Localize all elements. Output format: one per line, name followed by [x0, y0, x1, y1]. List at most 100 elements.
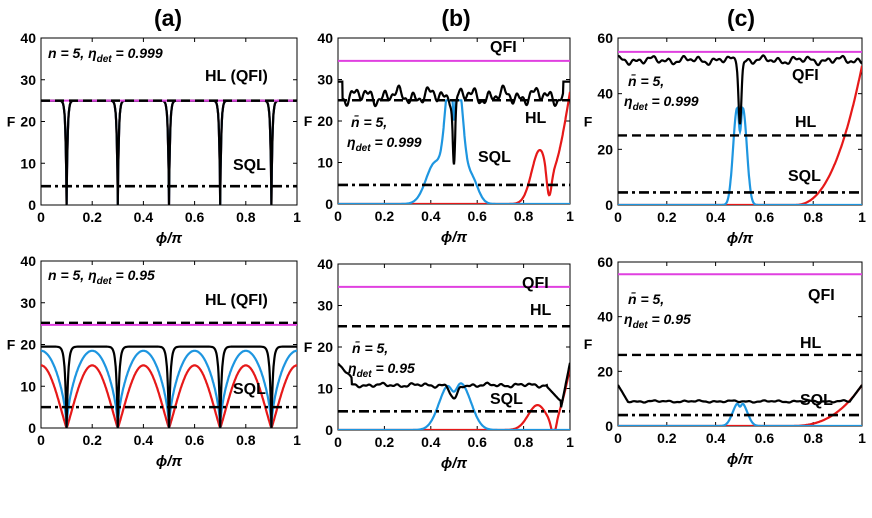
x-tick-label: 0.2: [657, 209, 677, 225]
x-tick-label: 0.2: [82, 432, 102, 448]
x-tick-label: 0.8: [803, 209, 823, 225]
x-tick-label: 1: [566, 208, 574, 224]
y-tick-label: 0: [605, 197, 613, 213]
panel-c2: 0 0.2 0.4 0.6 0.8 1 0 20 40 60 Fϕ/π QFI HL SQL n̄ = 5,…: [584, 254, 866, 468]
qfi-label: QFI: [522, 275, 549, 292]
plot-area: [618, 273, 862, 426]
x-axis-label: ϕ/π: [156, 230, 183, 247]
x-tick-label: 1: [858, 430, 866, 446]
sql-label: SQL: [478, 149, 511, 166]
parameter-label: n = 5, ηdet = 0.95: [48, 267, 155, 287]
series-total-line: [41, 99, 297, 205]
x-axis-label: ϕ/π: [727, 451, 754, 468]
parameter-label: n̄ = 5, ηdet = 0.95: [348, 339, 415, 380]
y-tick-label: 40: [20, 30, 36, 46]
series-blue-line: [618, 402, 862, 426]
x-tick-label: 0.6: [755, 209, 775, 225]
y-tick-label: 10: [20, 155, 36, 171]
y-tick-label: 30: [20, 72, 36, 88]
x-tick-label: 0.6: [467, 434, 487, 450]
x-axis-label: ϕ/π: [156, 453, 183, 470]
y-tick-label: 40: [317, 256, 333, 272]
x-tick-label: 0.4: [134, 432, 154, 448]
plot-area: [41, 99, 297, 205]
hl-label: HL: [800, 335, 822, 352]
parameter-label: n̄ = 5, ηdet = 0.999: [347, 113, 422, 154]
series-blue-line: [338, 382, 570, 430]
series-blue-line: [338, 99, 570, 204]
x-tick-label: 0: [37, 209, 45, 225]
series-blue-line: [618, 106, 862, 205]
x-axis-label: ϕ/π: [441, 229, 468, 246]
hl-label: HL: [530, 302, 552, 319]
column-label-a: (a): [154, 5, 182, 31]
x-tick-label: 0.6: [185, 209, 205, 225]
y-tick-label: 40: [317, 30, 333, 46]
x-tick-label: 0: [334, 208, 342, 224]
plot-area: [41, 321, 297, 428]
x-tick-label: 0.4: [421, 434, 441, 450]
y-tick-label: 30: [317, 72, 333, 88]
x-axis-label: ϕ/π: [441, 455, 468, 472]
qfi-label: QFI: [808, 287, 835, 304]
series-total-line: [618, 384, 862, 404]
x-tick-label: 0.4: [134, 209, 154, 225]
x-tick-label: 0.2: [375, 434, 395, 450]
series-red-line: [618, 65, 862, 205]
y-axis-label: F: [584, 336, 593, 352]
x-tick-label: 0.8: [514, 208, 534, 224]
hl-label: HL: [795, 114, 817, 131]
hl-label: HL: [525, 110, 547, 127]
qfi-label: QFI: [490, 39, 517, 56]
y-tick-label: 20: [20, 114, 36, 130]
y-tick-label: 10: [20, 378, 36, 394]
y-axis-label: F: [304, 113, 313, 129]
y-tick-label: 40: [20, 253, 36, 269]
sql-label: SQL: [490, 391, 523, 408]
column-label-b: (b): [441, 5, 470, 31]
y-tick-label: 20: [20, 337, 36, 353]
x-tick-label: 0.6: [185, 432, 205, 448]
x-tick-label: 0.6: [467, 208, 487, 224]
hl-label: HL (QFI): [205, 68, 268, 85]
y-tick-label: 20: [597, 141, 613, 157]
hl-label: HL (QFI): [205, 292, 268, 309]
y-axis-label: F: [7, 114, 16, 130]
x-tick-label: 0.2: [82, 209, 102, 225]
y-tick-label: 0: [605, 418, 613, 434]
y-tick-label: 10: [317, 155, 333, 171]
x-tick-label: 0: [614, 209, 622, 225]
x-tick-label: 0.8: [236, 432, 256, 448]
y-tick-label: 0: [28, 197, 36, 213]
y-tick-label: 60: [597, 30, 613, 46]
y-tick-label: 0: [325, 196, 333, 212]
x-tick-label: 1: [566, 434, 574, 450]
plot-area: [338, 59, 570, 204]
y-axis-label: F: [7, 337, 16, 353]
column-label-c: (c): [727, 5, 755, 31]
parameter-label: n̄ = 5, ηdet = 0.999: [624, 72, 699, 113]
series-total-line: [338, 80, 570, 165]
x-tick-label: 0: [37, 432, 45, 448]
y-tick-label: 0: [28, 420, 36, 436]
x-tick-label: 0.4: [706, 209, 726, 225]
y-tick-label: 10: [317, 381, 333, 397]
x-tick-label: 0.8: [803, 430, 823, 446]
y-tick-label: 40: [597, 309, 613, 325]
y-tick-label: 20: [317, 113, 333, 129]
y-tick-label: 20: [597, 363, 613, 379]
x-tick-label: 0.8: [514, 434, 534, 450]
x-tick-label: 1: [293, 432, 301, 448]
sql-label: SQL: [788, 168, 821, 185]
y-tick-label: 60: [597, 254, 613, 270]
y-tick-label: 30: [317, 298, 333, 314]
x-tick-label: 0.2: [375, 208, 395, 224]
x-tick-label: 0.4: [421, 208, 441, 224]
x-tick-label: 0.6: [755, 430, 775, 446]
qfi-label: QFI: [792, 67, 819, 84]
parameter-label: n = 5, ηdet = 0.999: [48, 45, 163, 65]
sql-label: SQL: [233, 157, 266, 174]
